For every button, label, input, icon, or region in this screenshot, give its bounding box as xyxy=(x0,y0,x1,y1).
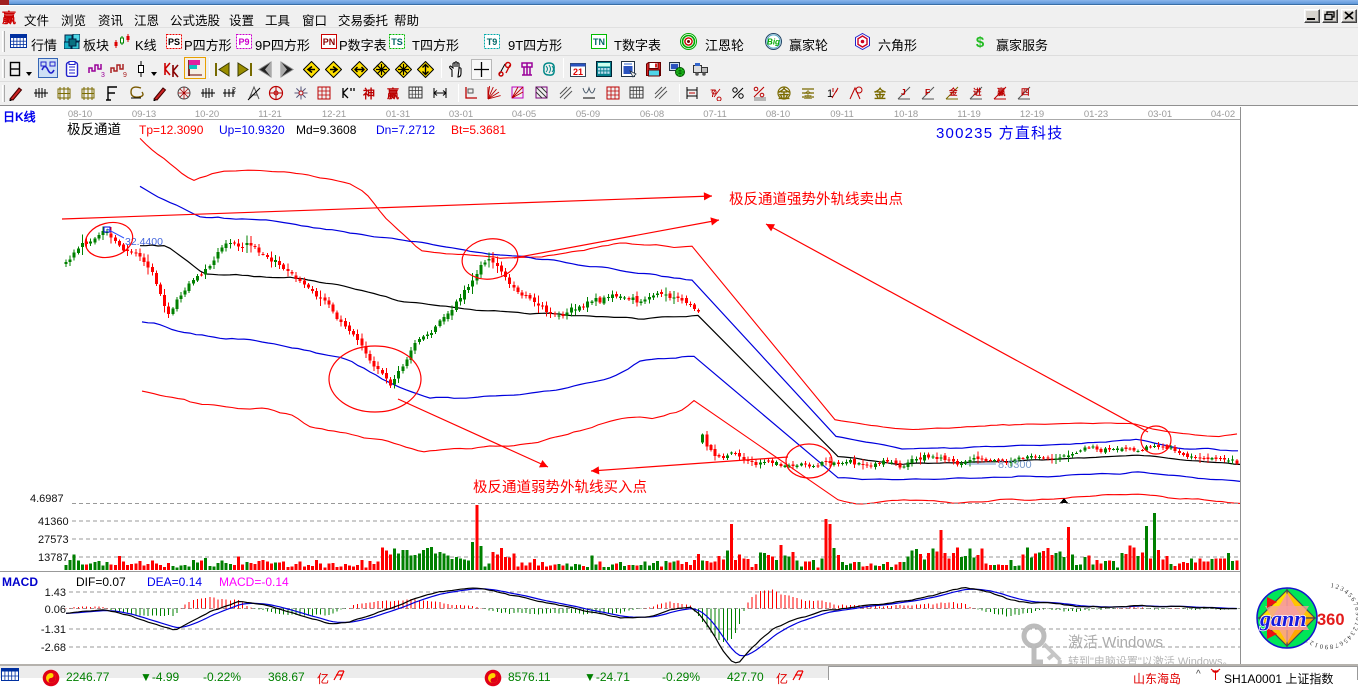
svg-text:9: 9 xyxy=(123,72,127,78)
svg-text:300235 方直科技: 300235 方直科技 xyxy=(936,125,1063,142)
svg-text:1: 1 xyxy=(1353,621,1358,626)
svg-text:3: 3 xyxy=(1348,630,1356,637)
svg-text:极反通道强势外轨线卖出点: 极反通道强势外轨线卖出点 xyxy=(729,191,903,208)
svg-text:10-18: 10-18 xyxy=(894,109,918,120)
svg-text:05-09: 05-09 xyxy=(576,109,600,120)
svg-text:-1.31: -1.31 xyxy=(41,624,66,636)
svg-text:MACD=-0.14: MACD=-0.14 xyxy=(219,575,289,589)
svg-text:PN: PN xyxy=(323,37,336,47)
svg-text:12-21: 12-21 xyxy=(322,109,346,120)
svg-text:gann: gann xyxy=(1259,606,1306,631)
svg-text:PS: PS xyxy=(168,37,180,47)
svg-text:Up=10.9320: Up=10.9320 xyxy=(219,123,285,137)
svg-text:03-01: 03-01 xyxy=(1148,109,1172,120)
svg-text:极反通道: 极反通道 xyxy=(67,122,121,137)
svg-text:01-31: 01-31 xyxy=(386,109,410,120)
svg-text:0: 0 xyxy=(1354,617,1358,621)
svg-text:4: 4 xyxy=(1345,633,1353,641)
svg-text:0.06: 0.06 xyxy=(45,604,66,616)
svg-text:Md=9.3608: Md=9.3608 xyxy=(296,123,357,137)
svg-text:6: 6 xyxy=(1349,596,1357,603)
svg-text:09-11: 09-11 xyxy=(830,109,854,120)
svg-text:12-19: 12-19 xyxy=(1020,109,1044,120)
svg-text:03-01: 03-01 xyxy=(449,109,473,120)
svg-text:金: 金 xyxy=(777,86,791,101)
svg-text:1: 1 xyxy=(1330,582,1334,589)
svg-text:F: F xyxy=(925,87,930,97)
svg-text:10-20: 10-20 xyxy=(195,109,219,120)
svg-text:2: 2 xyxy=(232,87,236,94)
svg-text:04-02: 04-02 xyxy=(1211,109,1235,120)
svg-text:MACD: MACD xyxy=(2,575,38,589)
svg-text:TS: TS xyxy=(391,37,403,47)
svg-text:360: 360 xyxy=(1317,611,1345,629)
svg-text:9: 9 xyxy=(1354,612,1358,616)
svg-text:11-21: 11-21 xyxy=(258,109,282,120)
svg-text:21: 21 xyxy=(573,67,583,77)
svg-text:P9: P9 xyxy=(238,37,249,47)
svg-text:7: 7 xyxy=(1351,601,1358,607)
svg-text:08-10: 08-10 xyxy=(766,109,790,120)
svg-text:8: 8 xyxy=(1353,606,1358,611)
svg-text:11-19: 11-19 xyxy=(957,109,981,120)
svg-text:08-10: 08-10 xyxy=(68,109,92,120)
svg-text:8: 8 xyxy=(1329,642,1333,649)
svg-text:3: 3 xyxy=(101,72,105,78)
svg-text:赢: 赢 xyxy=(387,86,399,101)
svg-text:09-13: 09-13 xyxy=(132,109,156,120)
svg-text:$: $ xyxy=(976,34,985,49)
svg-text:06-08: 06-08 xyxy=(640,109,664,120)
svg-text:-2.68: -2.68 xyxy=(41,642,66,654)
svg-text:Dn=7.2712: Dn=7.2712 xyxy=(376,123,435,137)
svg-text:日K线: 日K线 xyxy=(3,109,36,124)
svg-text:4.6987: 4.6987 xyxy=(30,493,64,505)
svg-text:Big: Big xyxy=(767,38,780,47)
svg-text:1: 1 xyxy=(827,88,833,100)
svg-text:DIF=0.07: DIF=0.07 xyxy=(76,575,126,589)
svg-text:32.4400: 32.4400 xyxy=(125,236,163,248)
svg-text:5: 5 xyxy=(1342,637,1349,645)
svg-text:进: 进 xyxy=(973,87,982,97)
svg-text:41360: 41360 xyxy=(38,516,69,528)
svg-text:27573: 27573 xyxy=(38,534,69,546)
svg-text:DEA=0.14: DEA=0.14 xyxy=(147,575,202,589)
svg-text:四: 四 xyxy=(1021,87,1030,97)
svg-text:2: 2 xyxy=(1351,626,1358,632)
svg-text:J: J xyxy=(901,87,906,97)
svg-text:04-05: 04-05 xyxy=(512,109,536,120)
svg-text:3: 3 xyxy=(1339,585,1345,593)
svg-text:金: 金 xyxy=(803,89,812,100)
svg-text:4: 4 xyxy=(1343,588,1350,596)
svg-text:5: 5 xyxy=(1346,592,1353,599)
svg-text:6: 6 xyxy=(1337,639,1344,647)
svg-text:13787: 13787 xyxy=(38,552,69,564)
svg-text:1.43: 1.43 xyxy=(45,587,66,599)
svg-text:TN: TN xyxy=(593,37,605,47)
svg-text:07-11: 07-11 xyxy=(703,109,727,120)
svg-text:T9: T9 xyxy=(487,37,498,47)
svg-text:Bt=5.3681: Bt=5.3681 xyxy=(451,123,506,137)
svg-text:1: 1 xyxy=(1314,641,1319,649)
svg-text:极反通道弱势外轨线买入点: 极反通道弱势外轨线买入点 xyxy=(473,479,647,496)
svg-text:金: 金 xyxy=(948,87,958,97)
svg-text:0: 0 xyxy=(1319,642,1323,649)
svg-text:9: 9 xyxy=(1325,643,1328,650)
svg-text:Tp=12.3090: Tp=12.3090 xyxy=(139,123,204,137)
svg-text:8.0300: 8.0300 xyxy=(998,459,1032,471)
svg-text:2: 2 xyxy=(1334,583,1339,591)
svg-text:2: 2 xyxy=(1309,639,1315,647)
svg-text:金: 金 xyxy=(873,86,887,101)
svg-text:赢: 赢 xyxy=(996,87,1006,97)
svg-text:7: 7 xyxy=(1333,641,1339,649)
svg-text:神: 神 xyxy=(363,86,375,101)
svg-text:01-23: 01-23 xyxy=(1084,109,1108,120)
